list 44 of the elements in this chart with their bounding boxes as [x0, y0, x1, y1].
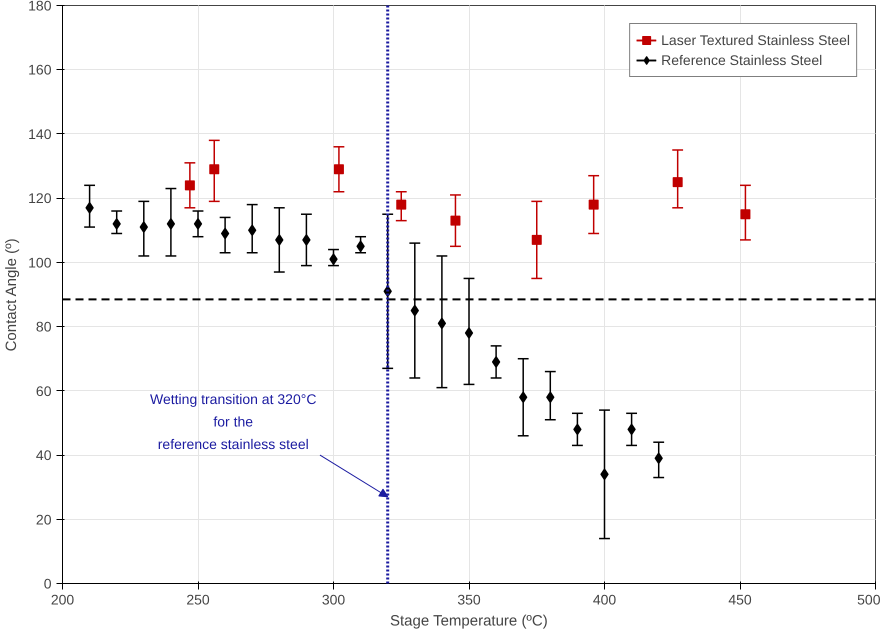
point: [220, 227, 230, 240]
point: [85, 202, 94, 214]
x-tick-label: 350: [457, 592, 481, 608]
y-tick-label: 140: [28, 126, 52, 142]
y-axis-title: Contact Angle (º): [3, 238, 20, 352]
point: [588, 200, 599, 210]
y-tick-label: 100: [28, 254, 52, 270]
y-tick-label: 0: [44, 576, 52, 592]
x-tick-label: 400: [592, 592, 616, 608]
point: [672, 177, 683, 188]
y-tick-label: 60: [36, 382, 52, 399]
point: [450, 216, 460, 226]
point: [740, 209, 750, 220]
point: [464, 327, 474, 340]
x-tick-label: 200: [50, 592, 74, 608]
y-tick-label: 20: [36, 511, 52, 528]
point: [329, 253, 338, 266]
legend-label: Reference Stainless Steel: [661, 52, 822, 68]
y-tick-label: 40: [36, 447, 52, 464]
x-axis-title: Stage Temperature (ºC): [390, 612, 548, 630]
annotation: Wetting transition at 320°C for the reference stainless steel: [150, 390, 316, 452]
x-tick-label: 300: [322, 592, 346, 608]
point: [492, 356, 500, 368]
point: [194, 218, 202, 230]
x-tick-label: 450: [728, 592, 752, 608]
point: [209, 164, 220, 174]
point: [573, 423, 582, 436]
legend-label: Laser Textured Stainless Steel: [661, 32, 850, 48]
point: [600, 468, 609, 480]
point: [396, 200, 406, 210]
point: [532, 234, 542, 245]
y-tick-label: 120: [28, 190, 52, 206]
point: [302, 234, 311, 246]
point: [166, 218, 176, 230]
y-tick-label: 180: [28, 0, 52, 14]
point: [627, 423, 636, 436]
y-tick-label: 80: [36, 318, 52, 335]
x-tick-label: 500: [857, 592, 881, 608]
x-tick-label: 250: [186, 592, 210, 608]
y-tick-label: 160: [28, 62, 52, 78]
point: [334, 164, 344, 174]
point: [184, 180, 195, 190]
point: [356, 240, 365, 252]
point: [438, 317, 446, 330]
